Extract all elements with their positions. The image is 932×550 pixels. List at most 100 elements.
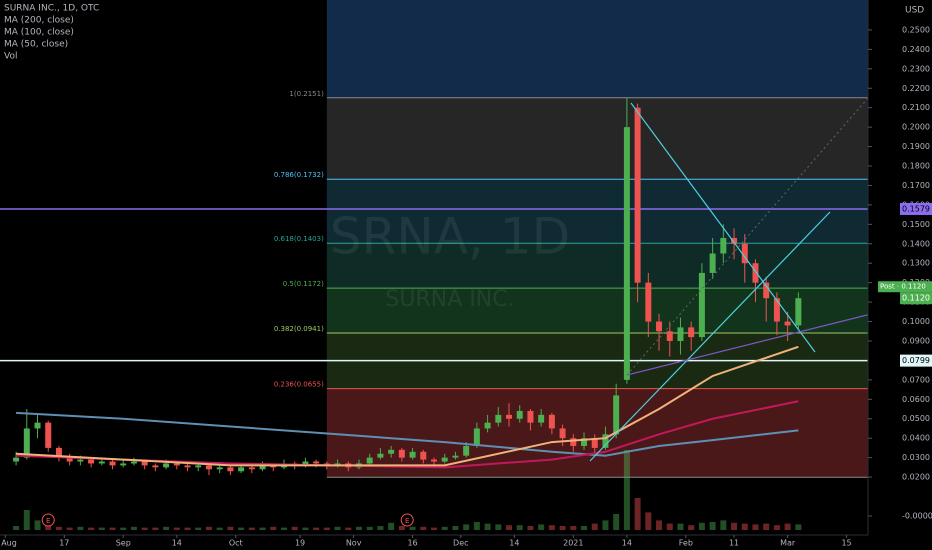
trend-line bbox=[626, 97, 869, 376]
volume-bar bbox=[420, 526, 427, 530]
candle-body bbox=[109, 461, 116, 466]
moving-average bbox=[16, 400, 799, 469]
moving-average bbox=[16, 411, 799, 457]
volume-bar bbox=[495, 524, 502, 530]
candle-body bbox=[216, 467, 223, 470]
volume-bar bbox=[677, 523, 684, 530]
volume-bar bbox=[602, 520, 609, 530]
price-tag-label: 0.1579 bbox=[902, 204, 930, 213]
volume-bar bbox=[720, 520, 727, 530]
candle-body bbox=[645, 282, 652, 322]
y-tick-label: 0.0700 bbox=[902, 375, 930, 384]
candle-body bbox=[388, 449, 395, 454]
candle-body bbox=[259, 465, 266, 470]
candle-body bbox=[195, 465, 202, 468]
volume-bar bbox=[688, 525, 695, 530]
volume-bar bbox=[302, 527, 309, 530]
volume-bar bbox=[538, 524, 545, 530]
volume-bar bbox=[795, 524, 802, 530]
trend-line bbox=[626, 312, 876, 376]
candle-body bbox=[302, 461, 309, 466]
volume-bar bbox=[313, 527, 320, 530]
candle-body bbox=[516, 410, 523, 419]
x-tick-label: Mar bbox=[780, 539, 796, 548]
volume-bar bbox=[88, 527, 95, 530]
volume-bar bbox=[163, 526, 170, 530]
volume-bar bbox=[527, 526, 534, 530]
y-tick-label: 0.1000 bbox=[902, 317, 930, 326]
candle-body bbox=[88, 459, 95, 464]
volume-bar bbox=[334, 526, 341, 530]
candle-body bbox=[377, 453, 384, 458]
candle-body bbox=[23, 428, 30, 458]
x-tick-label: Nov bbox=[346, 539, 362, 548]
candle-body bbox=[559, 428, 566, 439]
candle-body bbox=[163, 463, 170, 468]
x-tick-label: 14 bbox=[509, 539, 519, 548]
legend-item[interactable]: MA (100, close) bbox=[4, 28, 74, 38]
x-tick-label: Oct bbox=[229, 539, 243, 548]
x-tick-label: 14 bbox=[622, 539, 632, 548]
volume-bar bbox=[388, 522, 395, 530]
candle-body bbox=[709, 253, 716, 273]
volume-bar bbox=[34, 520, 41, 530]
candle-body bbox=[634, 107, 641, 283]
candle-body bbox=[77, 459, 84, 462]
volume-bar bbox=[666, 523, 673, 530]
candle-body bbox=[773, 298, 780, 322]
candle-body bbox=[623, 127, 630, 380]
candle-body bbox=[720, 237, 727, 254]
trend-line bbox=[589, 211, 831, 462]
legend-item[interactable]: MA (200, close) bbox=[4, 16, 74, 26]
volume-bar bbox=[656, 520, 663, 530]
volume-bar bbox=[13, 526, 20, 530]
x-tick-label: Feb bbox=[679, 539, 693, 548]
y-tick-label: 0.1700 bbox=[902, 181, 930, 190]
volume-bar bbox=[398, 526, 405, 530]
candle-body bbox=[120, 463, 127, 466]
candle-body bbox=[141, 461, 148, 466]
volume-bar bbox=[431, 527, 437, 530]
volume-bar bbox=[709, 522, 716, 530]
volume-bar bbox=[184, 527, 191, 530]
volume-bar bbox=[570, 526, 577, 530]
y-tick-label: 0.1800 bbox=[902, 162, 930, 171]
price-tag-label: 0.0799 bbox=[902, 356, 930, 365]
fib-label: 1(0.2151) bbox=[289, 90, 324, 98]
candle-body bbox=[688, 327, 695, 338]
volume-bar bbox=[195, 527, 202, 530]
volume-bar bbox=[731, 522, 738, 530]
y-tick-label: 0.2100 bbox=[902, 103, 930, 112]
fib-band bbox=[326, 388, 869, 478]
candle-body bbox=[591, 438, 598, 448]
volume-bar bbox=[516, 525, 523, 530]
candle-body bbox=[227, 467, 234, 472]
y-tick-label: 0.0400 bbox=[902, 434, 930, 443]
candle-body bbox=[484, 422, 491, 429]
volume-bar bbox=[130, 526, 137, 530]
currency[interactable]: USD bbox=[905, 6, 924, 16]
volume-bar bbox=[55, 526, 62, 530]
volume-bar bbox=[741, 523, 748, 530]
candle-body bbox=[173, 463, 180, 466]
earnings-marker bbox=[41, 513, 55, 527]
volume-bar bbox=[355, 526, 362, 530]
y-tick-label: 0.0600 bbox=[902, 395, 930, 404]
axes: 0.2500 0.2400 0.2300 0.2200 0.2100 0.2000 0.19… bbox=[1, 25, 932, 548]
volume-bar bbox=[45, 523, 52, 530]
legend-item[interactable]: Vol bbox=[4, 52, 17, 62]
fib-band bbox=[326, 0, 869, 98]
candle-body bbox=[666, 331, 673, 341]
candle-body bbox=[795, 298, 802, 326]
volume-bar bbox=[763, 523, 770, 530]
earnings-label: E bbox=[46, 517, 50, 525]
post-tag bbox=[878, 281, 932, 293]
x-tick-label: 14 bbox=[172, 539, 182, 548]
candle-body bbox=[441, 457, 448, 462]
fib-label: 0.618(0.1403) bbox=[274, 235, 324, 243]
watermark: SRNA, 1D bbox=[330, 208, 570, 266]
volume-bar bbox=[366, 526, 373, 530]
legend-item[interactable]: MA (50, close) bbox=[4, 40, 68, 50]
fib-band bbox=[326, 179, 869, 244]
